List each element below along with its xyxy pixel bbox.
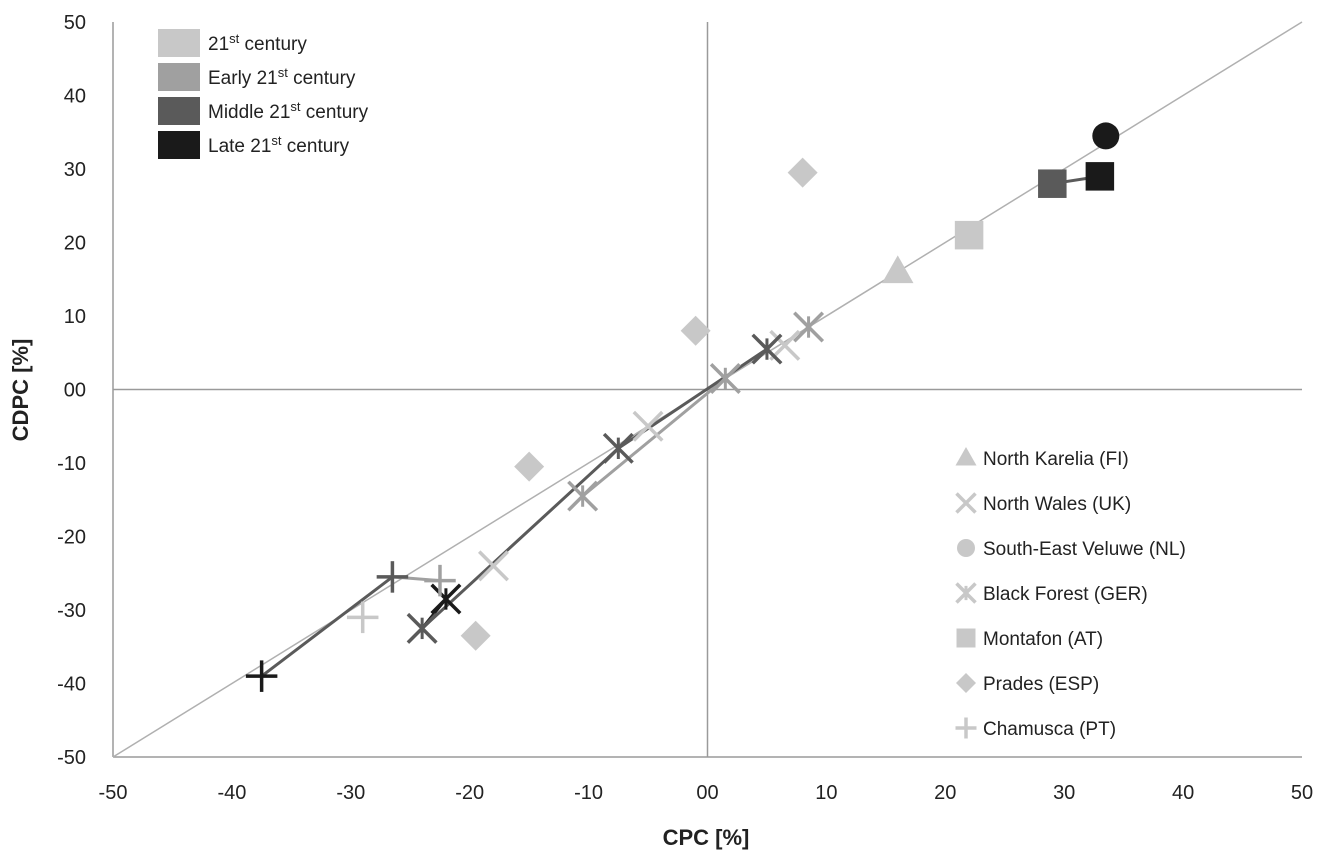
y-tick-label: 10 <box>64 306 86 328</box>
data-point <box>1085 162 1115 191</box>
data-point <box>514 451 545 482</box>
period-legend-label: 21st century <box>208 31 307 56</box>
x-tick-label: 30 <box>1053 782 1075 804</box>
data-point <box>477 550 509 582</box>
period-legend: 21st century Early 21st century Middle 21s… <box>158 29 369 159</box>
period-legend-label: Middle 21st century <box>208 99 369 124</box>
site-legend-marker <box>955 717 977 739</box>
data-points <box>245 122 1120 692</box>
y-tick-label: -50 <box>57 747 86 769</box>
x-tick-label: -40 <box>217 782 246 804</box>
data-point <box>406 612 438 644</box>
data-point <box>769 329 801 361</box>
data-point <box>376 561 409 593</box>
site-legend-marker <box>956 628 976 648</box>
y-tick-label: 30 <box>64 159 86 181</box>
site-legend-label: South-East Veluwe (NL) <box>983 539 1186 560</box>
x-tick-label: 00 <box>696 782 718 804</box>
data-point <box>787 157 818 188</box>
x-tick-label: -30 <box>336 782 365 804</box>
y-tick-labels: 50 40 30 20 10 00 -10 -20 -30 -40 -50 <box>57 12 86 769</box>
y-tick-label: 00 <box>64 380 86 402</box>
x-tick-label: 50 <box>1291 782 1313 804</box>
x-tick-label: -50 <box>99 782 128 804</box>
period-legend-label: Early 21st century <box>208 65 356 90</box>
period-legend-label: Late 21st century <box>208 133 350 158</box>
x-tick-label: 40 <box>1172 782 1194 804</box>
data-point <box>954 220 984 250</box>
data-point <box>1038 169 1067 198</box>
y-tick-label: 20 <box>64 233 86 255</box>
data-point <box>424 564 456 597</box>
data-point <box>632 410 664 442</box>
period-legend-swatch <box>158 97 200 125</box>
site-legend-marker <box>955 447 977 466</box>
y-tick-label: -10 <box>57 453 86 475</box>
site-legend-marker <box>955 582 977 604</box>
x-tick-label: -10 <box>574 782 603 804</box>
y-tick-label: -40 <box>57 674 86 696</box>
data-point <box>1092 122 1120 150</box>
period-legend-swatch <box>158 29 200 57</box>
x-tick-label: 10 <box>815 782 837 804</box>
data-point <box>881 255 914 284</box>
y-tick-label: 40 <box>64 86 86 108</box>
x-tick-label: 20 <box>934 782 956 804</box>
data-point <box>567 480 599 512</box>
site-legend-marker <box>956 673 976 693</box>
x-tick-labels: -50 -40 -30 -20 -10 00 10 20 30 40 50 <box>99 782 1314 804</box>
data-point <box>346 601 379 634</box>
data-point <box>245 660 278 692</box>
data-point <box>709 362 741 394</box>
site-legend-label: Chamusca (PT) <box>983 719 1116 740</box>
site-legend-marker <box>957 539 975 557</box>
y-axis-title: CDPC [%] <box>8 339 33 442</box>
y-tick-label: -30 <box>57 600 86 622</box>
y-tick-label: 50 <box>64 12 86 34</box>
data-point <box>430 583 462 615</box>
site-legend-label: Prades (ESP) <box>983 674 1099 695</box>
period-legend-swatch <box>158 63 200 91</box>
series-connector <box>260 575 394 678</box>
site-legend-label: North Karelia (FI) <box>983 449 1129 470</box>
data-point <box>680 315 711 346</box>
y-tick-label: -20 <box>57 527 86 549</box>
site-legend-marker <box>955 492 977 514</box>
x-tick-label: -20 <box>455 782 484 804</box>
data-point <box>602 432 634 464</box>
site-legend-label: Montafon (AT) <box>983 629 1103 650</box>
site-legend-label: Black Forest (GER) <box>983 584 1148 605</box>
site-legend-label: North Wales (UK) <box>983 494 1131 515</box>
period-legend-swatch <box>158 131 200 159</box>
data-point <box>793 311 825 343</box>
data-point <box>460 620 491 651</box>
data-point <box>751 333 783 365</box>
x-axis-title: CPC [%] <box>663 825 750 850</box>
series-connector <box>581 377 727 498</box>
site-legend: North Karelia (FI) North Wales (UK) South-… <box>955 447 1186 740</box>
